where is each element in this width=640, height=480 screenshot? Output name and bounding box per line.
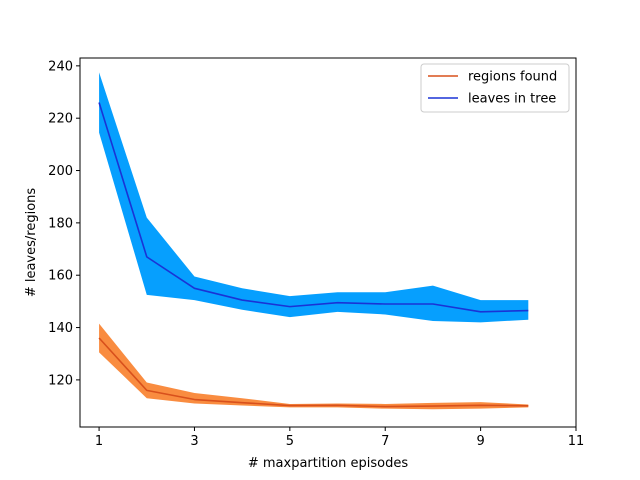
x-tick-label: 5 bbox=[286, 434, 294, 449]
x-tick-label: 1 bbox=[95, 434, 103, 449]
plot-frame bbox=[79, 57, 577, 428]
legend: regions found leaves in tree bbox=[420, 63, 570, 113]
y-tick-label: 180 bbox=[48, 216, 73, 231]
x-tick-label: 7 bbox=[381, 434, 389, 449]
y-tick-label: 120 bbox=[48, 373, 73, 388]
line-regions-found bbox=[98, 337, 529, 408]
y-tick-label: 240 bbox=[48, 59, 73, 74]
y-tick-label: 200 bbox=[48, 164, 73, 179]
y-axis-label: # leaves/regions bbox=[24, 188, 39, 298]
y-tick-label: 220 bbox=[48, 112, 73, 127]
y-tick-label: 160 bbox=[48, 269, 73, 284]
band-regions-found bbox=[99, 323, 529, 410]
x-tick-label: 11 bbox=[568, 434, 585, 449]
line-leaves-in-tree bbox=[98, 102, 529, 313]
y-axis-ticks: 120 140 160 180 200 220 240 bbox=[48, 59, 80, 388]
legend-label-leaves-in-tree: leaves in tree bbox=[468, 92, 556, 107]
x-axis-label: # maxpartition episodes bbox=[248, 456, 408, 471]
x-axis-ticks: 1 3 5 7 9 11 bbox=[95, 427, 584, 449]
x-tick-label: 3 bbox=[190, 434, 198, 449]
legend-label-regions-found: regions found bbox=[468, 70, 557, 85]
x-tick-label: 9 bbox=[476, 434, 484, 449]
series-lines bbox=[98, 102, 529, 408]
confidence-bands bbox=[99, 72, 529, 410]
y-tick-label: 140 bbox=[48, 321, 73, 336]
